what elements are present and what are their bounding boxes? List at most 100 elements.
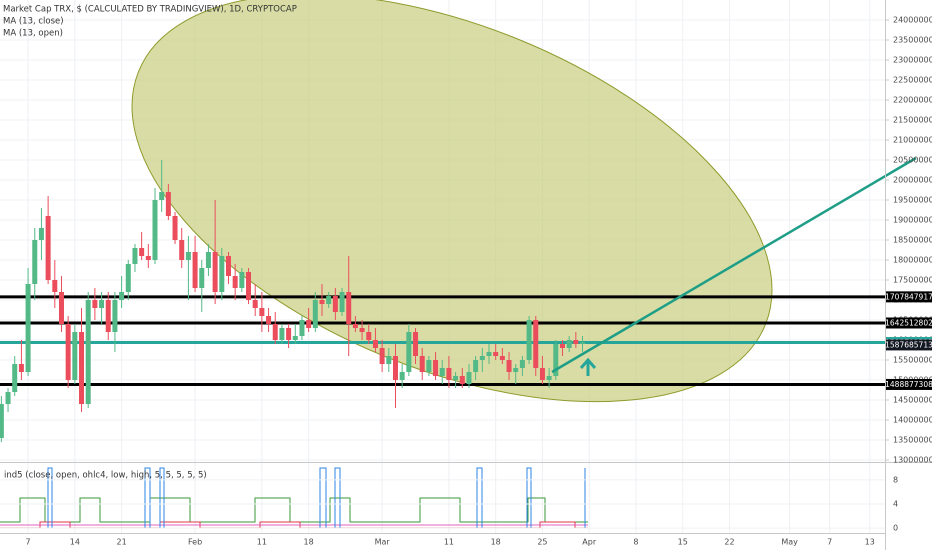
y-tick-label: 2000000000	[893, 176, 932, 185]
arrow-up	[579, 357, 597, 376]
candle-body	[499, 356, 505, 360]
candle-body	[246, 272, 252, 300]
candle-body	[379, 348, 385, 364]
candle-body	[219, 256, 225, 292]
candle-body	[566, 340, 572, 348]
candle-body	[272, 324, 278, 340]
candle-body	[45, 216, 51, 280]
candle-body	[239, 272, 245, 288]
y-tick-label: 1450000000	[893, 396, 932, 405]
candle-body	[65, 324, 71, 380]
candle-body	[12, 364, 18, 392]
candle-body	[192, 252, 198, 288]
candle-body	[533, 320, 539, 368]
y-tick-label: 1850000000	[893, 236, 932, 245]
candle-body	[386, 356, 392, 364]
price-label: 1642512802	[885, 318, 932, 327]
candle-body	[252, 300, 258, 308]
candle-body	[205, 252, 211, 268]
price-label-box	[886, 339, 932, 351]
y-tick-label: 1300000000	[893, 456, 932, 465]
candle-body	[419, 356, 425, 372]
candle-body	[453, 376, 459, 380]
legend-item: MA (13, close)	[3, 17, 64, 27]
candle-body	[479, 356, 485, 360]
candle-body	[473, 360, 479, 372]
x-tick-label: 25	[537, 538, 547, 547]
indicator-tick-label: 4	[893, 500, 898, 509]
x-tick-label: Mar	[375, 538, 391, 547]
candles	[0, 160, 586, 442]
y-tick-label: 1750000000	[893, 276, 932, 285]
candle-body	[372, 340, 378, 348]
candle-body	[92, 300, 98, 308]
x-tick-label: 15	[678, 538, 688, 547]
price-label-box	[886, 378, 932, 390]
x-tick-label: 11	[257, 538, 267, 547]
candle-body	[58, 292, 64, 324]
candle-body	[573, 340, 579, 344]
y-tick-label: 2300000000	[893, 56, 932, 65]
candle-body	[519, 360, 525, 368]
candle-body	[5, 392, 11, 404]
candle-body	[326, 296, 332, 304]
x-tick-label: Feb	[188, 538, 202, 547]
indicator-label: ind5 (close, open, ohlc4, low, high, 5, …	[4, 471, 207, 481]
candle-body	[112, 300, 118, 332]
candle-body	[38, 228, 44, 240]
candle-body	[366, 332, 372, 340]
x-tick-label: 8	[633, 538, 638, 547]
candle-body	[392, 356, 398, 380]
indicator-tick-label: 0	[893, 524, 898, 533]
x-tick-label: 22	[724, 538, 734, 547]
x-tick-label: 14	[70, 538, 80, 547]
candle-body	[306, 320, 312, 328]
x-tick-label: 11	[444, 538, 454, 547]
y-tick-label: 2200000000	[893, 96, 932, 105]
candle-body	[493, 352, 499, 356]
trend-line	[551, 156, 917, 374]
candle-body	[72, 332, 78, 380]
candle-body	[413, 332, 419, 356]
price-label: 1707847917	[885, 292, 932, 301]
candle-body	[79, 332, 85, 404]
y-tick-label: 2400000000	[893, 16, 932, 25]
ellipse-drawing	[131, 0, 773, 403]
y-tick-label: 1400000000	[893, 416, 932, 425]
y-tick-label: 2150000000	[893, 116, 932, 125]
candle-body	[199, 268, 205, 288]
candle-body	[433, 360, 439, 376]
candle-body	[553, 344, 559, 376]
candle-body	[185, 252, 191, 260]
candle-body	[145, 256, 151, 260]
candle-body	[232, 276, 238, 288]
candle-body	[312, 300, 318, 328]
candle-body	[32, 240, 38, 284]
y-tick-label: 1800000000	[893, 256, 932, 265]
y-tick-label: 2050000000	[893, 156, 932, 165]
candle-body	[339, 292, 345, 312]
x-tick-label: 7	[26, 538, 31, 547]
candle-body	[0, 404, 4, 438]
candle-body	[426, 360, 432, 372]
candle-body	[286, 328, 292, 340]
candle-body	[459, 376, 465, 384]
candle-body	[18, 364, 24, 372]
legend-item: MA (13, open)	[3, 29, 63, 39]
candle-body	[559, 344, 565, 348]
candle-body	[259, 308, 265, 316]
candle-body	[172, 216, 178, 240]
price-label-box	[886, 317, 932, 329]
candle-body	[266, 316, 272, 324]
candle-body	[225, 256, 231, 276]
y-tick-label: 2250000000	[893, 76, 932, 85]
candle-body	[139, 248, 145, 256]
y-tick-label: 1550000000	[893, 356, 932, 365]
x-tick-label: 18	[491, 538, 501, 547]
candle-body	[546, 376, 552, 380]
y-tick-label: 2350000000	[893, 36, 932, 45]
candle-body	[159, 192, 165, 200]
candle-body	[52, 280, 58, 292]
